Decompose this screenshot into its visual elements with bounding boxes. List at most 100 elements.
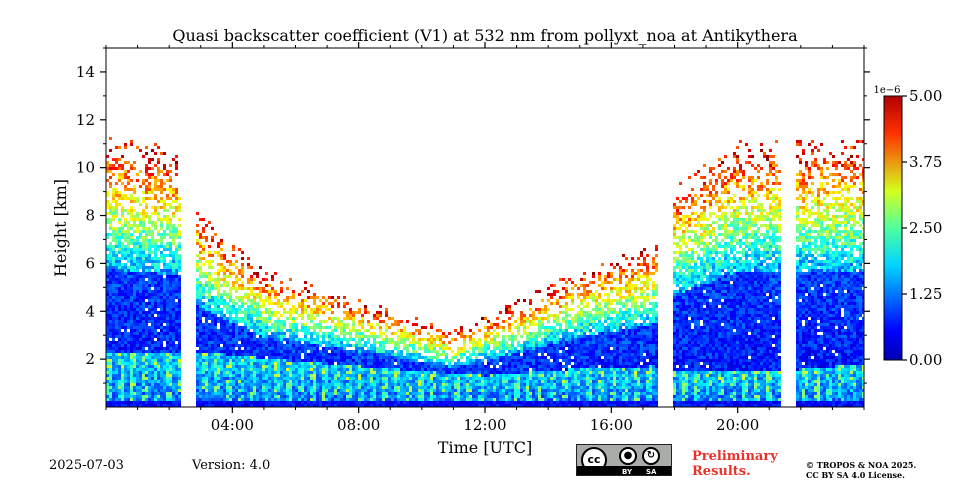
heatmap-cell: [505, 341, 508, 344]
heatmap-cell: [220, 350, 223, 353]
heatmap-cell: [478, 353, 481, 356]
heatmap-cell: [268, 353, 271, 356]
heatmap-cell: [310, 335, 313, 338]
heatmap-cell: [253, 311, 256, 314]
heatmap-cell: [220, 293, 223, 296]
heatmap-cell: [352, 383, 355, 386]
heatmap-cell: [295, 362, 298, 365]
heatmap-cell: [418, 356, 421, 359]
heatmap-cell: [346, 323, 349, 326]
heatmap-cell: [406, 365, 409, 368]
heatmap-cell: [130, 323, 133, 326]
heatmap-cell: [136, 269, 139, 272]
heatmap-cell: [121, 299, 124, 302]
heatmap-cell: [241, 299, 244, 302]
heatmap-cell: [388, 326, 391, 329]
heatmap-cell: [157, 188, 160, 191]
heatmap-cell: [331, 317, 334, 320]
heatmap-cell: [124, 353, 127, 356]
heatmap-cell: [109, 344, 112, 347]
heatmap-cell: [145, 239, 148, 242]
heatmap-cell: [436, 404, 439, 407]
heatmap-cell: [265, 392, 268, 395]
heatmap-cell: [352, 317, 355, 320]
heatmap-cell: [127, 398, 130, 401]
heatmap-cell: [154, 371, 157, 374]
heatmap-cell: [196, 308, 199, 311]
heatmap-cell: [289, 338, 292, 341]
heatmap-cell: [286, 338, 289, 341]
heatmap-cell: [277, 329, 280, 332]
heatmap-cell: [505, 377, 508, 380]
heatmap-cell: [148, 377, 151, 380]
heatmap-cell: [133, 263, 136, 266]
heatmap-cell: [142, 392, 145, 395]
heatmap-cell: [367, 353, 370, 356]
heatmap-cell: [421, 368, 424, 371]
heatmap-cell: [463, 368, 466, 371]
heatmap-cell: [409, 398, 412, 401]
heatmap-cell: [121, 326, 124, 329]
heatmap-cell: [340, 359, 343, 362]
heatmap-cell: [127, 374, 130, 377]
heatmap-cell: [484, 383, 487, 386]
heatmap-cell: [127, 308, 130, 311]
heatmap-cell: [370, 344, 373, 347]
heatmap-cell: [175, 209, 178, 212]
heatmap-cell: [325, 386, 328, 389]
heatmap-cell: [148, 356, 151, 359]
heatmap-cell: [247, 347, 250, 350]
heatmap-cell: [121, 371, 124, 374]
heatmap-cell: [115, 401, 118, 404]
heatmap-cell: [226, 329, 229, 332]
heatmap-cell: [445, 374, 448, 377]
heatmap-cell: [352, 329, 355, 332]
heatmap-cell: [253, 344, 256, 347]
heatmap-cell: [349, 389, 352, 392]
heatmap-cell: [151, 356, 154, 359]
heatmap-cell: [496, 395, 499, 398]
heatmap-cell: [367, 401, 370, 404]
heatmap-cell: [133, 242, 136, 245]
heatmap-cell: [358, 311, 361, 314]
heatmap-cell: [118, 389, 121, 392]
heatmap-cell: [310, 389, 313, 392]
heatmap-cell: [250, 305, 253, 308]
heatmap-cell: [319, 344, 322, 347]
heatmap-cell: [325, 374, 328, 377]
heatmap-cell: [148, 389, 151, 392]
heatmap-cell: [145, 185, 148, 188]
heatmap-cell: [490, 350, 493, 353]
heatmap-cell: [211, 332, 214, 335]
heatmap-cell: [151, 383, 154, 386]
heatmap-cell: [256, 392, 259, 395]
heatmap-cell: [262, 332, 265, 335]
heatmap-cell: [361, 338, 364, 341]
heatmap-cell: [346, 374, 349, 377]
heatmap-cell: [442, 401, 445, 404]
heatmap-cell: [295, 317, 298, 320]
heatmap-cell: [502, 341, 505, 344]
heatmap-cell: [253, 401, 256, 404]
heatmap-cell: [214, 317, 217, 320]
heatmap-cell: [238, 329, 241, 332]
heatmap-cell: [268, 308, 271, 311]
heatmap-cell: [229, 272, 232, 275]
heatmap-cell: [457, 377, 460, 380]
heatmap-cell: [163, 254, 166, 257]
heatmap-cell: [175, 260, 178, 263]
heatmap-cell: [196, 260, 199, 263]
heatmap-cell: [151, 221, 154, 224]
heatmap-cell: [115, 242, 118, 245]
heatmap-cell: [169, 188, 172, 191]
heatmap-cell: [298, 350, 301, 353]
heatmap-cell: [388, 380, 391, 383]
heatmap-cell: [385, 380, 388, 383]
heatmap-cell: [268, 299, 271, 302]
heatmap-cell: [106, 401, 109, 404]
heatmap-cell: [175, 377, 178, 380]
heatmap-cell: [298, 347, 301, 350]
heatmap-cell: [226, 395, 229, 398]
heatmap-cell: [163, 362, 166, 365]
heatmap-cell: [235, 302, 238, 305]
